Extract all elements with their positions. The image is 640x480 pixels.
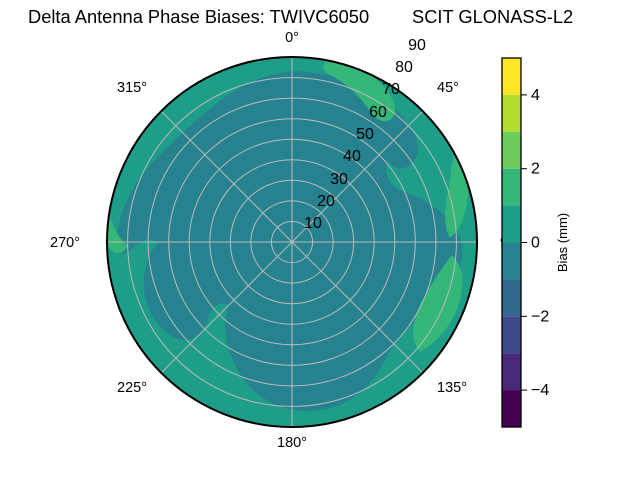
svg-text:40: 40 — [343, 148, 361, 165]
svg-text:90: 90 — [408, 37, 426, 54]
svg-text:4: 4 — [531, 87, 540, 104]
svg-text:225°: 225° — [117, 380, 147, 396]
svg-text:50: 50 — [356, 126, 374, 143]
svg-text:10: 10 — [304, 215, 322, 232]
svg-text:−2: −2 — [531, 308, 549, 325]
svg-text:70: 70 — [382, 81, 400, 98]
svg-text:20: 20 — [317, 193, 335, 210]
svg-text:315°: 315° — [117, 80, 147, 96]
svg-text:60: 60 — [369, 104, 387, 121]
svg-text:180°: 180° — [277, 435, 307, 451]
svg-text:−4: −4 — [531, 382, 549, 399]
svg-text:270°: 270° — [50, 235, 80, 251]
svg-text:30: 30 — [330, 171, 348, 188]
svg-text:Bias (mm): Bias (mm) — [555, 213, 570, 272]
svg-text:2: 2 — [531, 161, 540, 178]
svg-text:80: 80 — [395, 59, 413, 76]
svg-text:45°: 45° — [437, 80, 459, 96]
svg-text:135°: 135° — [437, 380, 467, 396]
svg-text:0: 0 — [531, 235, 540, 252]
svg-text:0°: 0° — [285, 30, 299, 46]
